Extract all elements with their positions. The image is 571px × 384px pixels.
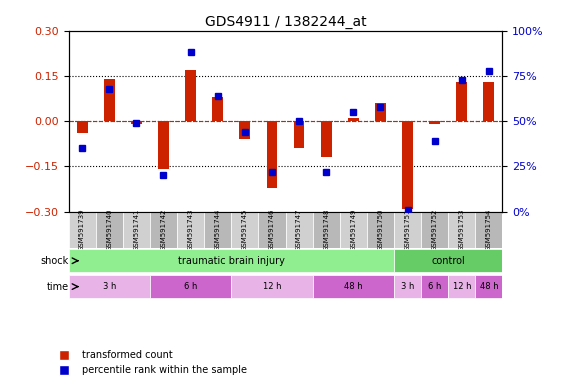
Text: 3 h: 3 h <box>401 282 414 291</box>
Bar <box>131 121 142 124</box>
FancyBboxPatch shape <box>123 212 150 248</box>
Text: traumatic brain injury: traumatic brain injury <box>178 256 285 266</box>
FancyBboxPatch shape <box>475 212 502 248</box>
Text: 6 h: 6 h <box>184 282 197 291</box>
Bar <box>267 121 278 187</box>
Bar <box>321 121 332 157</box>
Text: 6 h: 6 h <box>428 282 441 291</box>
Text: GSM591739: GSM591739 <box>79 209 85 251</box>
Bar <box>456 82 467 121</box>
FancyBboxPatch shape <box>96 212 123 248</box>
Text: GSM591742: GSM591742 <box>160 209 167 251</box>
FancyBboxPatch shape <box>69 249 394 272</box>
Text: GSM591754: GSM591754 <box>486 209 492 251</box>
FancyBboxPatch shape <box>340 212 367 248</box>
Text: GSM591744: GSM591744 <box>215 209 221 251</box>
FancyBboxPatch shape <box>448 275 475 298</box>
FancyBboxPatch shape <box>421 212 448 248</box>
Text: GSM591751: GSM591751 <box>404 209 411 251</box>
Bar <box>348 118 359 121</box>
Text: GSM591741: GSM591741 <box>133 209 139 251</box>
Text: 12 h: 12 h <box>263 282 281 291</box>
Bar <box>212 97 223 121</box>
Text: GSM591752: GSM591752 <box>432 209 438 251</box>
FancyBboxPatch shape <box>258 212 286 248</box>
Bar <box>77 121 87 133</box>
FancyBboxPatch shape <box>69 275 150 298</box>
Text: 12 h: 12 h <box>453 282 471 291</box>
FancyBboxPatch shape <box>394 249 502 272</box>
FancyBboxPatch shape <box>231 275 313 298</box>
Text: control: control <box>431 256 465 266</box>
Text: GSM591740: GSM591740 <box>106 209 112 251</box>
FancyBboxPatch shape <box>313 212 340 248</box>
FancyBboxPatch shape <box>394 275 421 298</box>
Bar <box>185 70 196 121</box>
Bar <box>104 79 115 121</box>
FancyBboxPatch shape <box>231 212 258 248</box>
Text: GSM591746: GSM591746 <box>269 209 275 251</box>
Text: GDS4911 / 1382244_at: GDS4911 / 1382244_at <box>204 15 367 29</box>
FancyBboxPatch shape <box>475 275 502 298</box>
FancyBboxPatch shape <box>177 212 204 248</box>
FancyBboxPatch shape <box>204 212 231 248</box>
Text: 48 h: 48 h <box>344 282 363 291</box>
Text: 48 h: 48 h <box>480 282 498 291</box>
Text: shock: shock <box>41 256 69 266</box>
FancyBboxPatch shape <box>313 275 394 298</box>
Text: GSM591743: GSM591743 <box>187 209 194 251</box>
Text: GSM591745: GSM591745 <box>242 209 248 251</box>
Bar <box>375 103 386 121</box>
FancyBboxPatch shape <box>394 212 421 248</box>
FancyBboxPatch shape <box>421 275 448 298</box>
Text: GSM591750: GSM591750 <box>377 209 384 251</box>
Bar <box>429 121 440 124</box>
Bar <box>484 82 494 121</box>
Legend: transformed count, percentile rank within the sample: transformed count, percentile rank withi… <box>51 346 251 379</box>
FancyBboxPatch shape <box>150 275 231 298</box>
Bar <box>293 121 304 148</box>
Bar <box>239 121 250 139</box>
Text: GSM591747: GSM591747 <box>296 209 302 251</box>
Bar <box>158 121 169 169</box>
FancyBboxPatch shape <box>69 212 96 248</box>
FancyBboxPatch shape <box>448 212 475 248</box>
FancyBboxPatch shape <box>150 212 177 248</box>
Text: GSM591748: GSM591748 <box>323 209 329 251</box>
Bar <box>402 121 413 209</box>
FancyBboxPatch shape <box>286 212 313 248</box>
FancyBboxPatch shape <box>367 212 394 248</box>
Text: time: time <box>46 281 69 291</box>
Text: GSM591749: GSM591749 <box>350 209 356 251</box>
Text: GSM591753: GSM591753 <box>459 209 465 251</box>
Text: 3 h: 3 h <box>103 282 116 291</box>
